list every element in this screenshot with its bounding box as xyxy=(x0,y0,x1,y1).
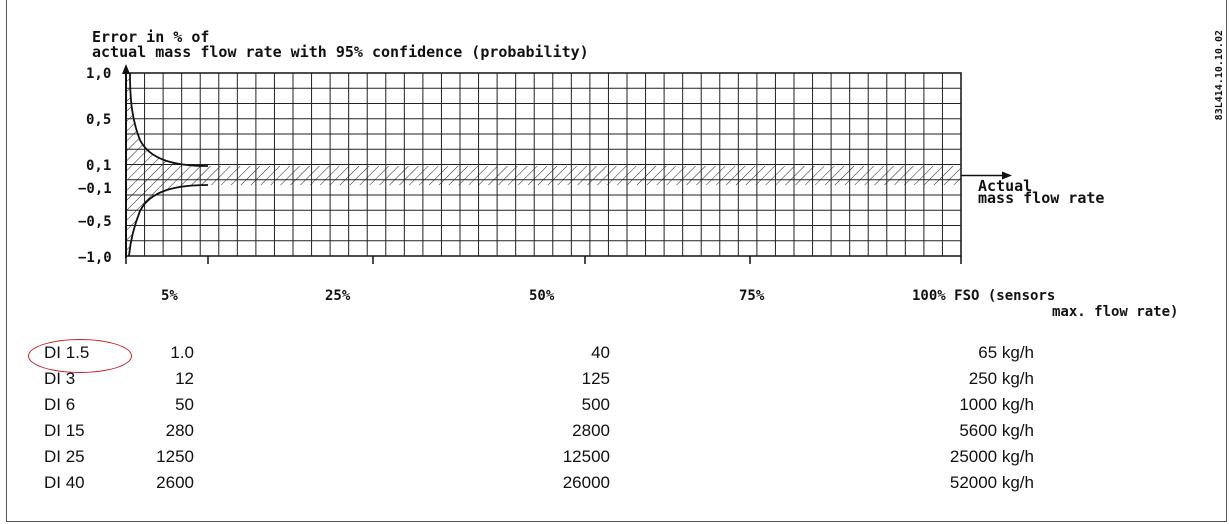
y-tick-label: −0,1 xyxy=(78,181,112,197)
sensor-model: DI 40 xyxy=(44,473,85,492)
flow-at-100-percent: 25000 kg/h xyxy=(949,447,1034,466)
flow-at-100-percent: 250 kg/h xyxy=(968,369,1034,388)
y-tick-label: 0,5 xyxy=(86,112,111,128)
y-tick-label: 1,0 xyxy=(86,66,111,82)
flow-at-100-percent: 65 kg/h xyxy=(978,343,1034,362)
x-tick-label: 5% xyxy=(161,288,178,304)
table-row: DI 1.5 1.0 40 65 kg/h xyxy=(40,340,1034,366)
lower-error-envelope xyxy=(126,185,208,256)
flow-at-50-percent: 2800 xyxy=(572,421,610,440)
sensor-model: DI 6 xyxy=(44,395,76,414)
flow-at-100-percent: 1000 kg/h xyxy=(959,395,1034,414)
table-row: DI 40 2600 26000 52000 kg/h xyxy=(40,470,1034,496)
flow-at-5-percent: 2600 xyxy=(156,473,194,492)
table-row: DI 3 12 125 250 kg/h xyxy=(40,366,1034,392)
lower-error-curve xyxy=(128,184,209,256)
table-row: DI 25 1250 12500 25000 kg/h xyxy=(40,444,1034,470)
flow-at-100-percent: 5600 kg/h xyxy=(959,421,1034,440)
flow-at-5-percent: 280 xyxy=(165,421,194,440)
y-tick-label: −1,0 xyxy=(78,250,112,266)
table-row: DI 6 50 500 1000 kg/h xyxy=(40,392,1034,418)
grid xyxy=(125,72,962,264)
error-diagram: Error in % of actual mass flow rate with… xyxy=(78,28,1178,320)
flow-at-5-percent: 50 xyxy=(175,395,194,414)
upper-error-curve xyxy=(129,73,209,167)
x-tick-label-last-line2: max. flow rate) xyxy=(1052,304,1178,320)
tolerance-band xyxy=(126,166,961,185)
sensor-model: DI 15 xyxy=(44,421,85,440)
y-tick-label: −0,5 xyxy=(78,214,112,230)
flow-at-100-percent: 52000 kg/h xyxy=(949,473,1034,492)
y-axis-title-line2: actual mass flow rate with 95% confidenc… xyxy=(92,43,589,61)
sensor-model: DI 3 xyxy=(44,369,76,388)
upper-error-envelope xyxy=(126,73,208,166)
flow-at-5-percent: 1250 xyxy=(156,447,194,466)
figure-frame xyxy=(6,0,1227,522)
document-code: 83L414.10.10.02 xyxy=(1214,30,1225,121)
flow-at-50-percent: 12500 xyxy=(562,447,610,466)
flow-at-50-percent: 26000 xyxy=(562,473,610,492)
x-tick-label: 50% xyxy=(529,288,555,304)
x-axis-label-line1: Actual xyxy=(978,177,1032,195)
x-tick-label-last: 100% FSO (sensors xyxy=(912,288,1055,304)
flow-at-5-percent: 1.0 xyxy=(170,343,194,362)
x-axis-label-line2: mass flow rate xyxy=(978,189,1104,207)
highlight-circle xyxy=(28,339,132,373)
y-tick-label: 0,1 xyxy=(86,158,111,174)
y-axis-arrow xyxy=(122,64,130,74)
y-axis-title-line1: Error in % of xyxy=(92,28,209,46)
x-tick-label: 25% xyxy=(325,288,351,304)
flow-at-50-percent: 40 xyxy=(591,343,610,362)
x-tick-label: 75% xyxy=(739,288,765,304)
sensor-model: DI 25 xyxy=(44,447,85,466)
x-axis-arrow xyxy=(1002,171,1012,180)
flow-at-50-percent: 500 xyxy=(581,395,610,414)
table-row: DI 15 280 2800 5600 kg/h xyxy=(40,418,1034,444)
flow-at-5-percent: 12 xyxy=(175,369,194,388)
flow-at-50-percent: 125 xyxy=(581,369,610,388)
